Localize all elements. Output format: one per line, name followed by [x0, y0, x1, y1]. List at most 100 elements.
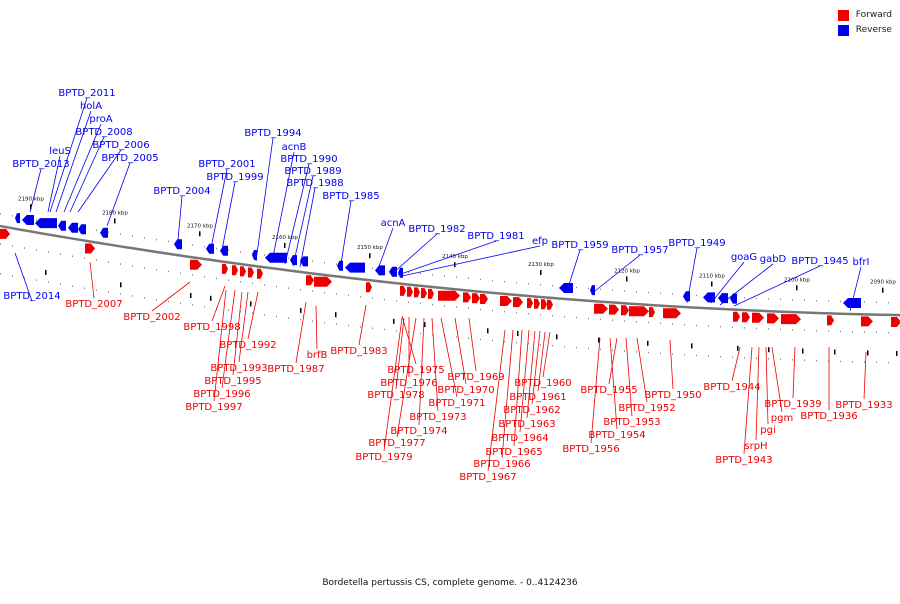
gene-label: BPTD_1971 — [428, 398, 485, 409]
track-dot — [636, 291, 637, 293]
gene-label: BPTD_2006 — [92, 140, 149, 151]
gene-label: BPTD_1993 — [210, 363, 267, 374]
forward-gene-arrow — [649, 307, 655, 318]
track-dot — [384, 328, 385, 331]
label-leader-line — [63, 123, 102, 213]
track-dot — [84, 257, 85, 259]
gene-label: BPTD_1950 — [644, 390, 701, 401]
gene-label: bfrI — [853, 257, 870, 268]
track-dot — [708, 325, 709, 327]
label-leader-line — [537, 331, 546, 392]
kbp-tick-label: 2180 kbp — [102, 210, 128, 216]
gene-label: BPTD_1995 — [204, 376, 261, 387]
label-leader-line — [608, 337, 618, 385]
track-dot — [696, 324, 697, 327]
track-dot — [120, 293, 121, 295]
track-dot — [660, 322, 661, 325]
forward-gene-arrow — [190, 259, 202, 270]
track-dot — [348, 324, 349, 327]
track-dot — [60, 283, 61, 285]
forward-gene-arrow — [609, 304, 619, 315]
reverse-gene-arrow — [398, 267, 403, 278]
track-dot — [660, 352, 661, 355]
gene-label: BPTD_1979 — [355, 452, 412, 463]
track-dot — [324, 291, 325, 294]
kbp-tick — [711, 281, 713, 287]
track-dot — [36, 249, 37, 251]
label-leader-line — [391, 233, 438, 275]
track-dot — [192, 304, 193, 306]
track-dot — [336, 323, 337, 325]
legend-reverse: Reverse — [837, 23, 892, 38]
legend-reverse-label: Reverse — [855, 25, 892, 35]
track-dot — [240, 281, 241, 283]
track-dot — [132, 265, 133, 267]
gene-label: proA — [89, 114, 112, 125]
track-dot — [180, 272, 181, 274]
gene-label: BPTD_1970 — [437, 385, 494, 396]
gene-label: BPTD_2004 — [153, 186, 210, 197]
track-dot — [276, 315, 277, 318]
track-dot — [720, 355, 721, 358]
track-dot — [888, 301, 889, 304]
label-leader-line — [221, 289, 236, 389]
track-dot — [372, 327, 373, 329]
gene-marker — [393, 318, 395, 324]
forward-gene-arrow — [85, 243, 95, 254]
gene-label: acnA — [381, 218, 406, 229]
reverse-gene-arrow — [15, 213, 20, 224]
track-dot — [780, 358, 781, 361]
kbp-tick — [199, 231, 201, 237]
track-dot — [252, 252, 253, 255]
gene-label: BPTD_1977 — [368, 438, 425, 449]
gene-label: BPTD_1944 — [703, 382, 760, 393]
track-dot — [756, 357, 757, 360]
gene-label: BPTD_2011 — [58, 88, 115, 99]
track-dot — [252, 282, 253, 285]
gene-label: BPTD_1943 — [715, 455, 772, 466]
track-dot — [264, 314, 265, 316]
label-leader-line — [566, 249, 581, 292]
track-dot — [888, 331, 889, 334]
reverse-gene-arrow — [703, 292, 715, 303]
track-dot — [48, 251, 49, 253]
track-dot — [516, 341, 517, 344]
track-dot — [192, 274, 193, 276]
track-dot — [336, 293, 337, 295]
forward-gene-arrow — [513, 297, 523, 308]
forward-gene-arrow — [480, 294, 488, 304]
label-leader-line — [531, 330, 541, 405]
gene-label: BPTD_1978 — [367, 390, 424, 401]
reverse-gene-arrow — [389, 266, 397, 277]
forward-gene-arrow — [421, 288, 427, 299]
track-dot — [684, 324, 685, 326]
label-leader-line — [383, 317, 403, 452]
track-dot — [264, 284, 265, 286]
forward-gene-arrow — [232, 265, 238, 276]
track-dot — [552, 314, 553, 317]
track-dot — [456, 306, 457, 308]
track-dot — [420, 302, 421, 305]
gene-label: efp — [532, 236, 548, 247]
kbp-tick-label: 2130 kbp — [528, 262, 554, 268]
label-leader-line — [29, 168, 42, 213]
label-leader-line — [731, 346, 741, 382]
track-dot — [696, 294, 697, 297]
track-dot — [516, 311, 517, 314]
map-caption: Bordetella pertussis CS, complete genome… — [322, 578, 578, 588]
track-dot — [96, 259, 97, 261]
legend-forward: Forward — [837, 8, 892, 23]
track-dot — [828, 360, 829, 362]
label-leader-line — [14, 252, 33, 302]
track-dot — [348, 294, 349, 297]
kbp-tick-label: 2170 kbp — [187, 223, 213, 229]
track-dot — [156, 298, 157, 301]
track-dot — [780, 298, 781, 301]
track-dot — [780, 328, 781, 331]
forward-gene-arrow — [240, 266, 246, 277]
backbone-line — [0, 224, 900, 317]
track-dot — [288, 317, 289, 319]
track-dot — [276, 285, 277, 288]
label-leader-line — [594, 254, 641, 292]
gene-label: srpH — [744, 441, 767, 452]
